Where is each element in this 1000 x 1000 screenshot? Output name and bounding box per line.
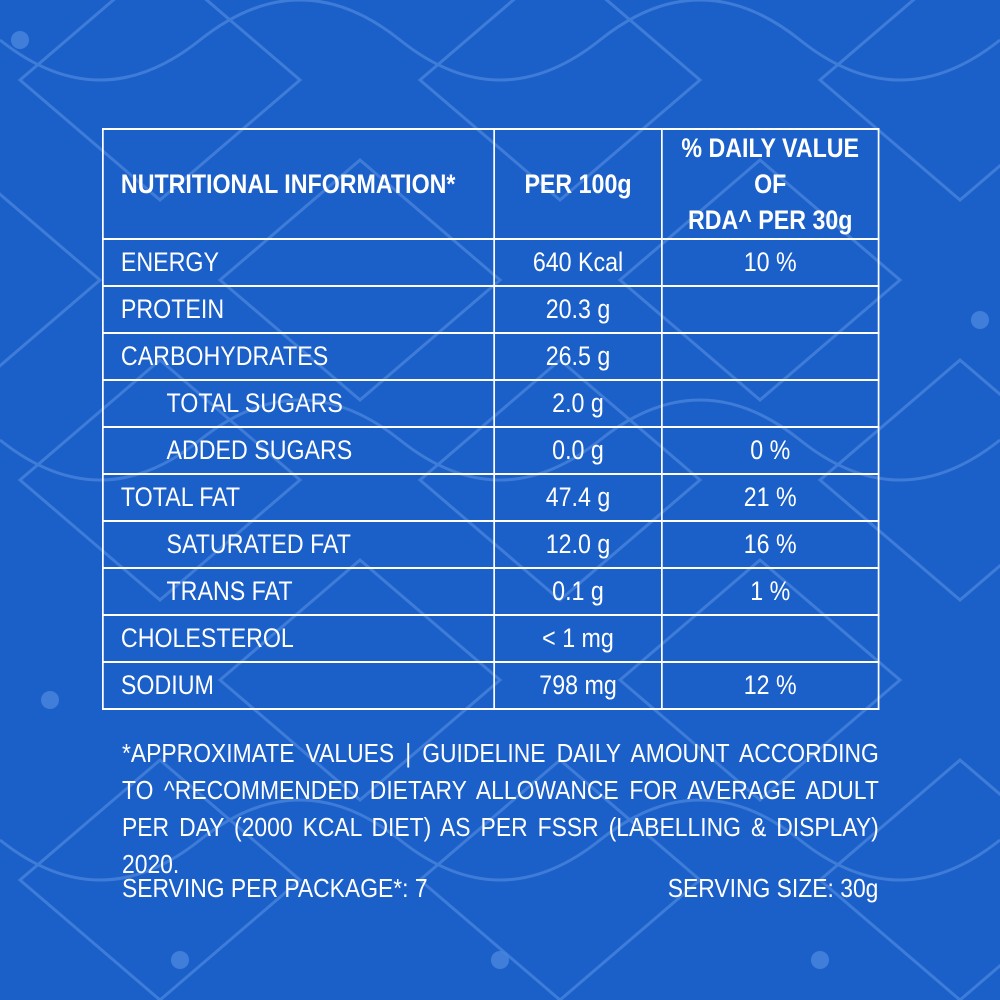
row-label: SODIUM bbox=[102, 661, 496, 710]
footnote: *APPROXIMATE VALUES | GUIDELINE DAILY AM… bbox=[122, 735, 879, 883]
header-row: NUTRITIONAL INFORMATION* PER 100g % DAIL… bbox=[102, 128, 880, 240]
row-value: 798 mg bbox=[493, 661, 663, 710]
table-row: TRANS FAT 0.1 g 1 % bbox=[102, 567, 880, 616]
row-daily-value: 12 % bbox=[660, 661, 880, 710]
row-value: 47.4 g bbox=[493, 473, 663, 522]
row-value: 12.0 g bbox=[493, 520, 663, 569]
row-daily-value: 0 % bbox=[660, 426, 880, 475]
table-row: TOTAL FAT 47.4 g 21 % bbox=[102, 473, 880, 522]
row-daily-value bbox=[660, 285, 880, 334]
table-row: PROTEIN 20.3 g bbox=[102, 285, 880, 334]
table-row: ENERGY 640 Kcal 10 % bbox=[102, 238, 880, 287]
row-label: PROTEIN bbox=[102, 285, 496, 334]
table-row: TOTAL SUGARS 2.0 g bbox=[102, 379, 880, 428]
footnote-text: *APPROXIMATE VALUES | GUIDELINE DAILY AM… bbox=[122, 738, 879, 879]
row-label: CARBOHYDRATES bbox=[102, 332, 496, 381]
row-label: TOTAL SUGARS bbox=[102, 379, 496, 428]
table-row: CARBOHYDRATES 26.5 g bbox=[102, 332, 880, 381]
serving-per-package: SERVING PER PACKAGE*: 7 bbox=[122, 873, 428, 903]
table-row: SODIUM 798 mg 12 % bbox=[102, 661, 880, 710]
row-daily-value bbox=[660, 379, 880, 428]
row-value: < 1 mg bbox=[493, 614, 663, 663]
header-nutrient: NUTRITIONAL INFORMATION* bbox=[102, 128, 496, 240]
row-daily-value bbox=[660, 614, 880, 663]
row-value: 640 Kcal bbox=[493, 238, 663, 287]
header-daily-value-line2: RDA^ PER 30g bbox=[687, 205, 853, 235]
table-row: CHOLESTEROL < 1 mg bbox=[102, 614, 880, 663]
table-row: ADDED SUGARS 0.0 g 0 % bbox=[102, 426, 880, 475]
header-per-100g: PER 100g bbox=[493, 128, 663, 240]
row-label: TOTAL FAT bbox=[102, 473, 496, 522]
row-label: TRANS FAT bbox=[102, 567, 496, 616]
header-daily-value: % DAILY VALUE OF RDA^ PER 30g bbox=[660, 128, 880, 240]
row-label: SATURATED FAT bbox=[102, 520, 496, 569]
nutrition-panel: NUTRITIONAL INFORMATION* PER 100g % DAIL… bbox=[102, 128, 880, 710]
row-value: 0.1 g bbox=[493, 567, 663, 616]
table-row: SATURATED FAT 12.0 g 16 % bbox=[102, 520, 880, 569]
row-value: 0.0 g bbox=[493, 426, 663, 475]
row-daily-value bbox=[660, 332, 880, 381]
row-value: 2.0 g bbox=[493, 379, 663, 428]
row-value: 20.3 g bbox=[493, 285, 663, 334]
serving-size: SERVING SIZE: 30g bbox=[667, 873, 878, 903]
row-label: CHOLESTEROL bbox=[102, 614, 496, 663]
row-label: ADDED SUGARS bbox=[102, 426, 496, 475]
nutrition-table: NUTRITIONAL INFORMATION* PER 100g % DAIL… bbox=[102, 128, 880, 710]
row-daily-value: 16 % bbox=[660, 520, 880, 569]
row-daily-value: 10 % bbox=[660, 238, 880, 287]
row-daily-value: 21 % bbox=[660, 473, 880, 522]
row-value: 26.5 g bbox=[493, 332, 663, 381]
header-daily-value-line1: % DAILY VALUE OF bbox=[681, 133, 860, 199]
row-label: ENERGY bbox=[102, 238, 496, 287]
row-daily-value: 1 % bbox=[660, 567, 880, 616]
